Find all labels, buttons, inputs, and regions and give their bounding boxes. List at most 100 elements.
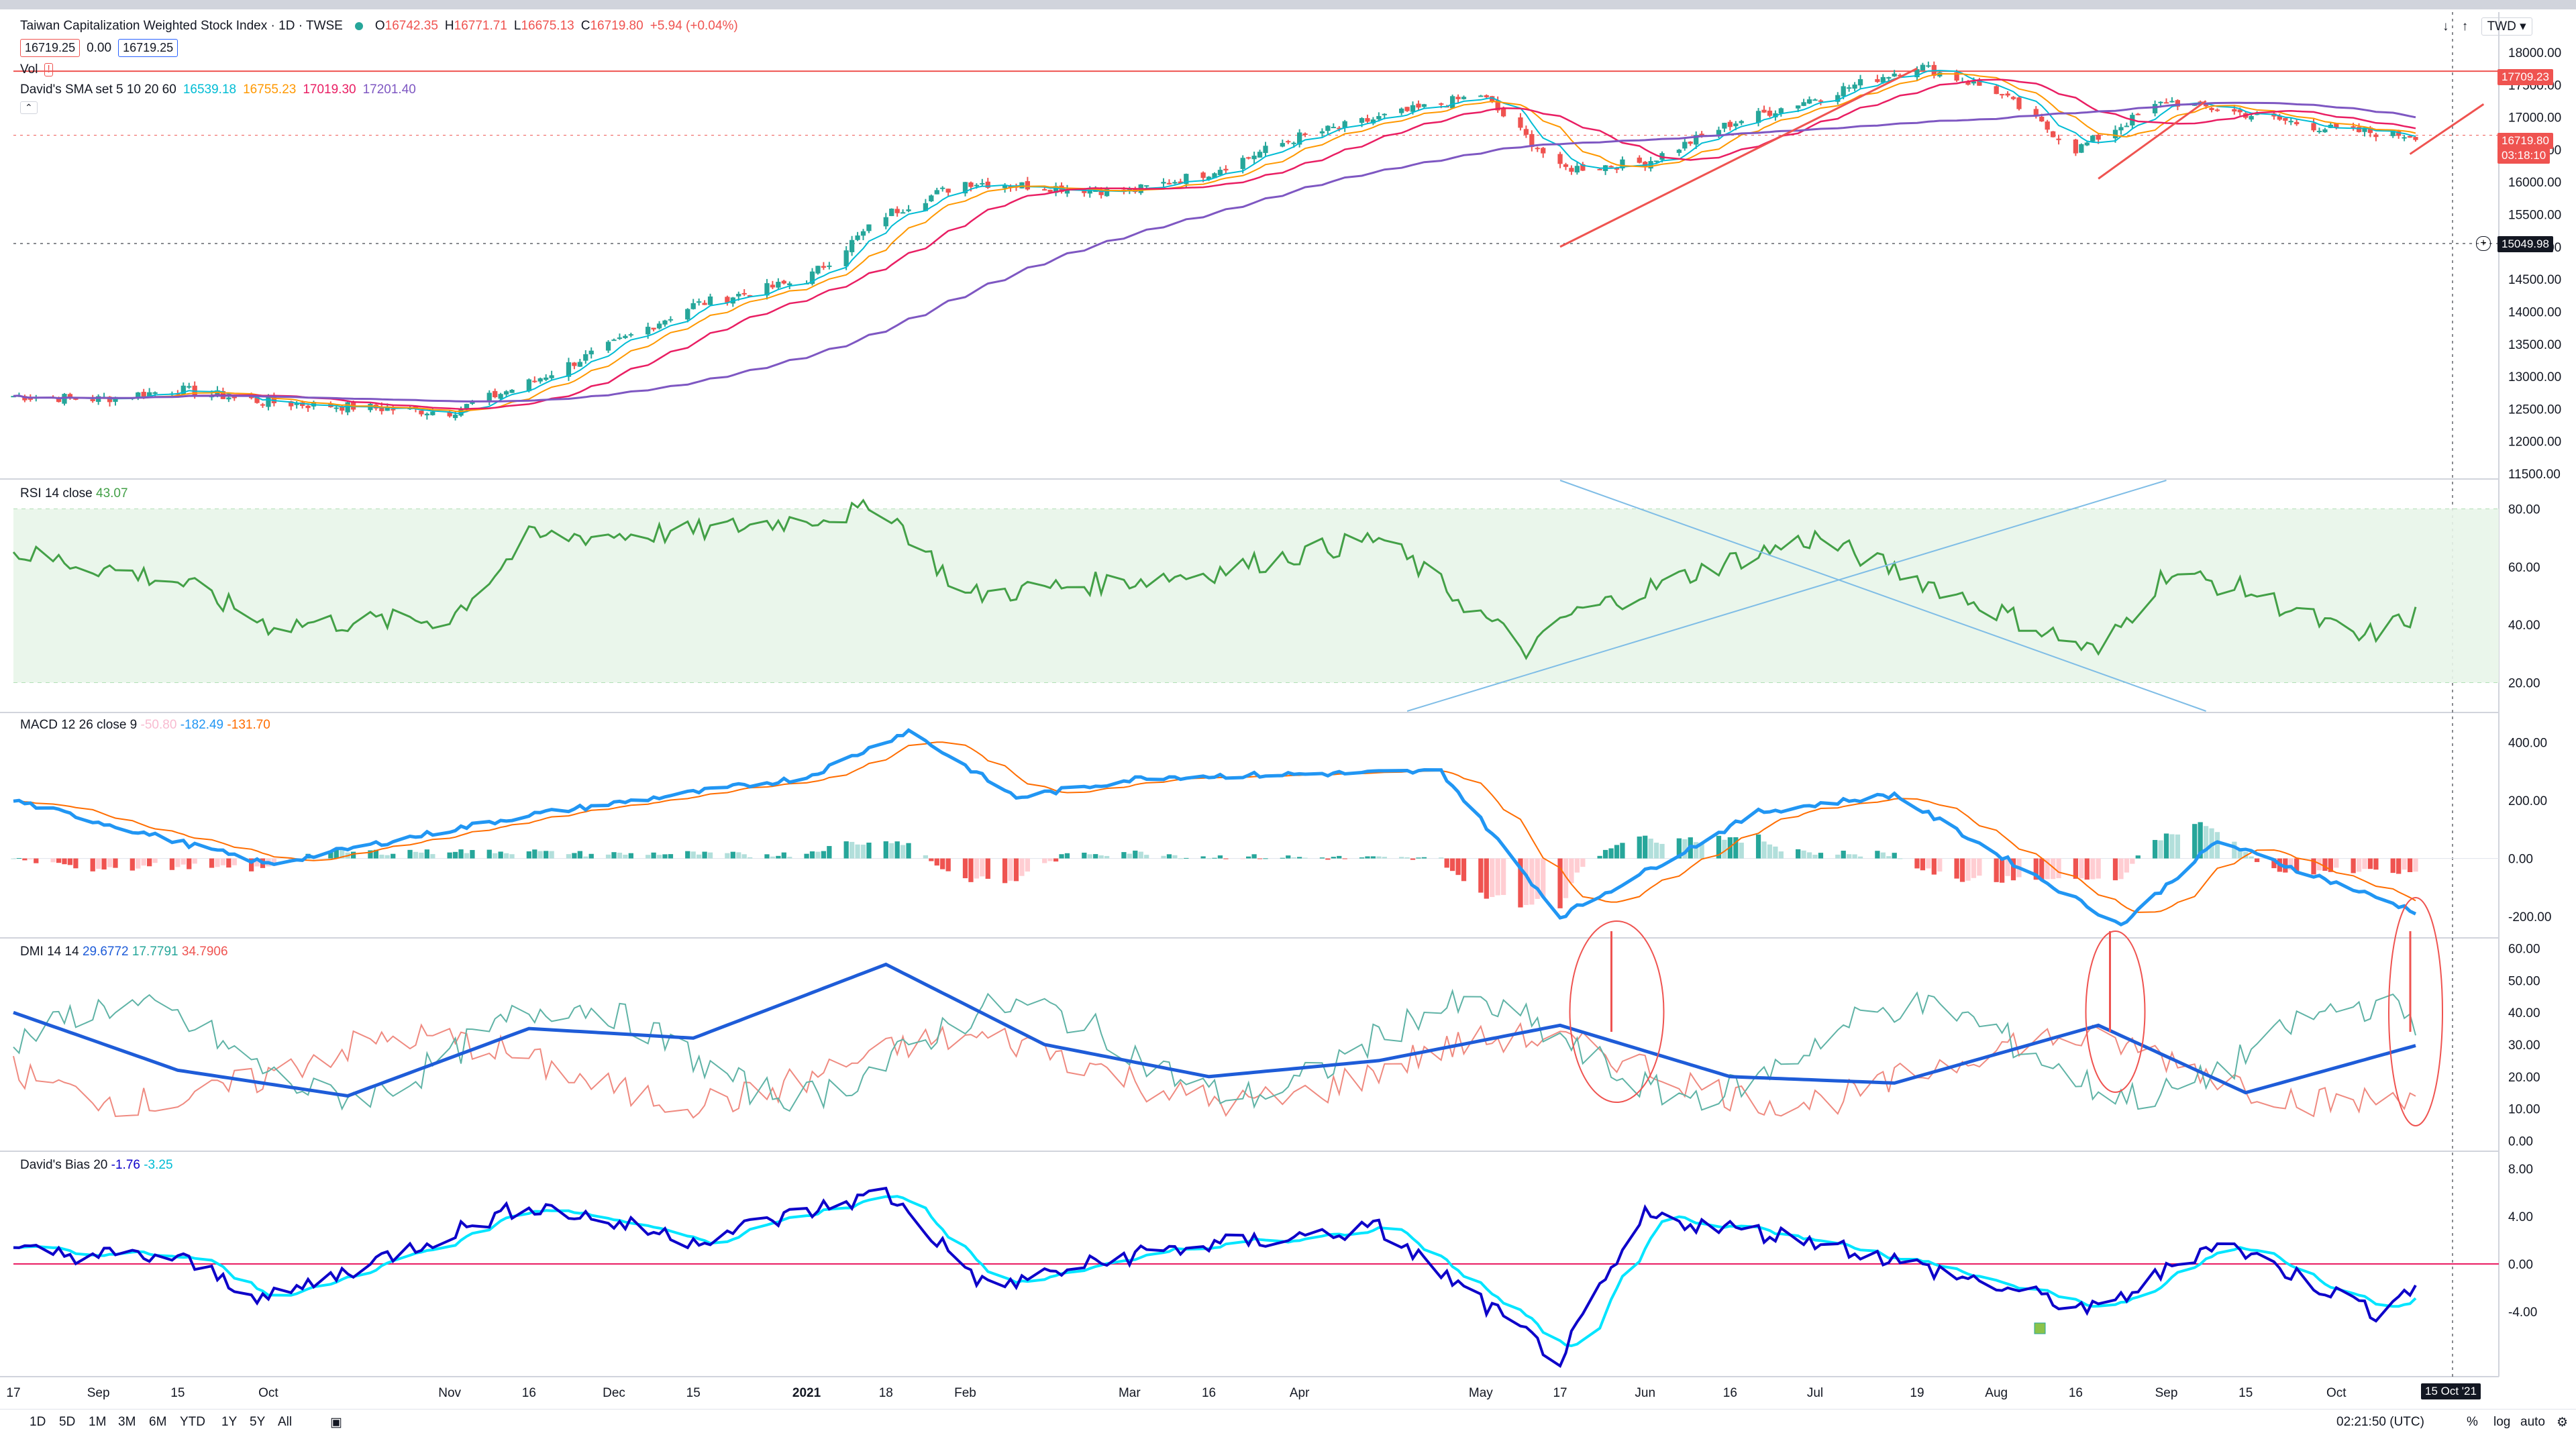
macd-histogram-bar — [2045, 858, 2050, 880]
range-all[interactable]: All — [278, 1415, 293, 1429]
macd-histogram-bar — [623, 855, 628, 859]
candle-body — [980, 182, 985, 184]
range-ytd[interactable]: YTD — [180, 1415, 205, 1429]
plus-icon[interactable]: + — [2476, 236, 2491, 251]
macd-histogram-bar — [2050, 858, 2056, 880]
candle-body — [1325, 125, 1331, 131]
log-toggle[interactable]: log — [2493, 1415, 2511, 1429]
macd-histogram-bar — [787, 857, 792, 859]
range-1y[interactable]: 1Y — [221, 1415, 238, 1429]
candle-body — [1857, 78, 1863, 86]
macd-histogram-bar — [1138, 851, 1143, 859]
ohlc-o: O16742.35 — [374, 19, 438, 33]
auto-toggle[interactable]: auto — [2520, 1415, 2545, 1429]
rsi-trendline-up — [1406, 480, 2167, 712]
range-1m[interactable]: 1M — [89, 1415, 107, 1429]
candle-body — [2096, 134, 2101, 140]
candle-body — [1240, 158, 1245, 169]
candle-body — [2373, 134, 2379, 138]
candle-body — [707, 296, 713, 305]
settings-gear-icon[interactable]: ⚙ — [2557, 1416, 2569, 1430]
candle-body — [1523, 129, 1529, 135]
candle-body — [1297, 132, 1302, 145]
dmi-tick-label: 50.00 — [2508, 974, 2540, 988]
time-cursor-label: 15 Oct '21 — [2421, 1383, 2481, 1399]
rsi-trendline-down — [1559, 480, 2206, 712]
macd-histogram-bar — [1370, 856, 1376, 859]
arrow-up-icon[interactable]: ↑ — [2461, 19, 2469, 34]
macd-tick-label: 0.00 — [2508, 853, 2533, 867]
time-tick-label: 19 — [1910, 1386, 1924, 1400]
macd-label[interactable]: MACD 12 26 close 9 — [20, 718, 138, 732]
macd-histogram-bar — [821, 851, 827, 859]
candle-body — [697, 301, 702, 303]
range-1d[interactable]: 1D — [30, 1415, 46, 1429]
candle-body — [1841, 86, 1846, 97]
macd-histogram-bar — [368, 850, 373, 859]
candle-body — [1064, 189, 1070, 194]
macd-histogram-bar — [1648, 839, 1653, 859]
rsi-label[interactable]: RSI 14 close — [20, 486, 93, 500]
candle-body — [340, 407, 345, 411]
volume-alert-icon[interactable]: ! — [44, 63, 53, 76]
candle-body — [2056, 138, 2061, 140]
macd-histogram-bar — [101, 858, 107, 870]
macd-histogram-bar — [2413, 858, 2418, 872]
macd-histogram-bar — [136, 858, 141, 869]
candle-body — [464, 404, 470, 409]
candle-body — [1286, 141, 1291, 143]
utc-time[interactable]: 02:21:50 (UTC) — [2336, 1415, 2424, 1429]
candle-body — [566, 362, 572, 377]
macd-histogram-bar — [566, 854, 572, 859]
macd-histogram-bar — [2322, 858, 2328, 871]
candle-body — [1161, 182, 1166, 184]
macd-histogram-bar — [2249, 856, 2254, 859]
percent-toggle[interactable]: % — [2467, 1415, 2478, 1429]
macd-histogram-bar — [1892, 853, 1897, 859]
candle-body — [1694, 135, 1699, 145]
candle-body — [1200, 172, 1206, 178]
candle-body — [1574, 166, 1580, 173]
macd-histogram-bar — [1161, 855, 1166, 859]
volume-label[interactable]: Vol — [20, 62, 38, 76]
candle-body — [741, 293, 747, 295]
macd-histogram-bar — [498, 851, 503, 859]
macd-histogram-bar — [2084, 858, 2090, 880]
macd-histogram-bar — [226, 858, 231, 868]
macd-histogram-bar — [1676, 838, 1682, 859]
range-3m[interactable]: 3M — [118, 1415, 136, 1429]
candle-body — [1246, 157, 1251, 159]
collapse-legend-icon[interactable]: ⌃ — [20, 101, 38, 114]
macd-histogram-bar — [1857, 856, 1863, 859]
candle-body — [2169, 101, 2175, 103]
sma-label[interactable]: David's SMA set 5 10 20 60 — [20, 83, 176, 97]
macd-histogram-bar — [2010, 858, 2016, 881]
macd-histogram-bar — [1841, 851, 1846, 859]
time-tick-label: May — [1469, 1386, 1493, 1400]
sell-button[interactable]: 16719.25 — [20, 39, 81, 57]
macd-histogram-bar — [827, 846, 832, 859]
dmi-minus-line — [13, 1022, 2416, 1119]
arrow-down-icon[interactable]: ↓ — [2442, 19, 2449, 34]
candle-body — [2039, 117, 2045, 121]
dmi-label[interactable]: DMI 14 14 — [20, 945, 79, 959]
buy-button[interactable]: 16719.25 — [118, 39, 178, 57]
range-6m[interactable]: 6M — [149, 1415, 167, 1429]
macd-histogram-bar — [1614, 845, 1620, 859]
currency-select[interactable]: TWD ▾ — [2481, 17, 2532, 36]
macd-histogram-bar — [2214, 832, 2220, 859]
macd-histogram-bar — [1184, 857, 1189, 859]
bias-label[interactable]: David's Bias 20 — [20, 1158, 108, 1172]
candle-body — [379, 407, 384, 411]
time-tick-label: Sep — [2155, 1386, 2178, 1400]
symbol-title[interactable]: Taiwan Capitalization Weighted Stock Ind… — [20, 19, 343, 33]
macd-histogram-bar — [1325, 858, 1331, 860]
range-5d[interactable]: 5D — [59, 1415, 76, 1429]
candle-body — [2311, 123, 2316, 131]
macd-histogram-bar — [1280, 857, 1285, 859]
macd-histogram-bar — [1008, 858, 1013, 881]
range-5y[interactable]: 5Y — [250, 1415, 266, 1429]
macd-histogram-bar — [1376, 856, 1382, 859]
date-range-icon[interactable]: ▣ — [330, 1416, 342, 1430]
